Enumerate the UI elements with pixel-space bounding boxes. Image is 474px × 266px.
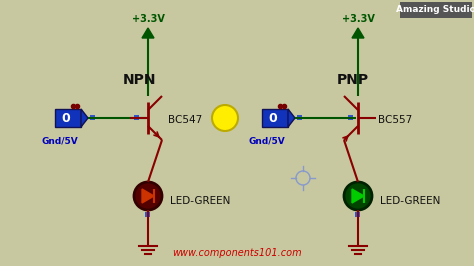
Circle shape bbox=[212, 105, 238, 131]
Text: Gnd/5V: Gnd/5V bbox=[249, 136, 285, 145]
FancyBboxPatch shape bbox=[348, 115, 353, 120]
Text: BC557: BC557 bbox=[378, 115, 412, 125]
Text: LED-GREEN: LED-GREEN bbox=[380, 196, 440, 206]
FancyBboxPatch shape bbox=[90, 115, 95, 120]
FancyBboxPatch shape bbox=[55, 109, 81, 127]
FancyBboxPatch shape bbox=[297, 115, 302, 120]
Polygon shape bbox=[288, 109, 295, 127]
Circle shape bbox=[134, 182, 162, 210]
Text: +3.3V: +3.3V bbox=[342, 14, 374, 24]
Polygon shape bbox=[142, 28, 154, 38]
Text: 0: 0 bbox=[62, 111, 70, 124]
Polygon shape bbox=[352, 28, 364, 38]
FancyBboxPatch shape bbox=[400, 2, 472, 18]
Polygon shape bbox=[142, 189, 154, 203]
Text: BC547: BC547 bbox=[168, 115, 202, 125]
Text: LED-GREEN: LED-GREEN bbox=[170, 196, 230, 206]
Text: Amazing Studio: Amazing Studio bbox=[396, 6, 474, 15]
Text: +3.3V: +3.3V bbox=[132, 14, 164, 24]
Polygon shape bbox=[352, 189, 364, 203]
FancyBboxPatch shape bbox=[262, 109, 288, 127]
Text: www.components101.com: www.components101.com bbox=[172, 248, 302, 258]
Circle shape bbox=[344, 182, 372, 210]
FancyBboxPatch shape bbox=[134, 115, 139, 120]
Text: PNP: PNP bbox=[337, 73, 369, 87]
Text: NPN: NPN bbox=[123, 73, 157, 87]
Text: 0: 0 bbox=[269, 111, 277, 124]
FancyBboxPatch shape bbox=[355, 212, 360, 217]
Text: Gnd/5V: Gnd/5V bbox=[42, 136, 78, 145]
FancyBboxPatch shape bbox=[145, 212, 150, 217]
Polygon shape bbox=[81, 109, 88, 127]
